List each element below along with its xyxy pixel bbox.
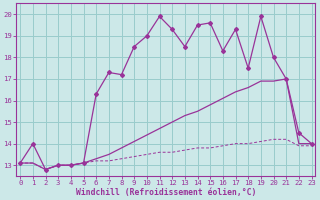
X-axis label: Windchill (Refroidissement éolien,°C): Windchill (Refroidissement éolien,°C) bbox=[76, 188, 256, 197]
